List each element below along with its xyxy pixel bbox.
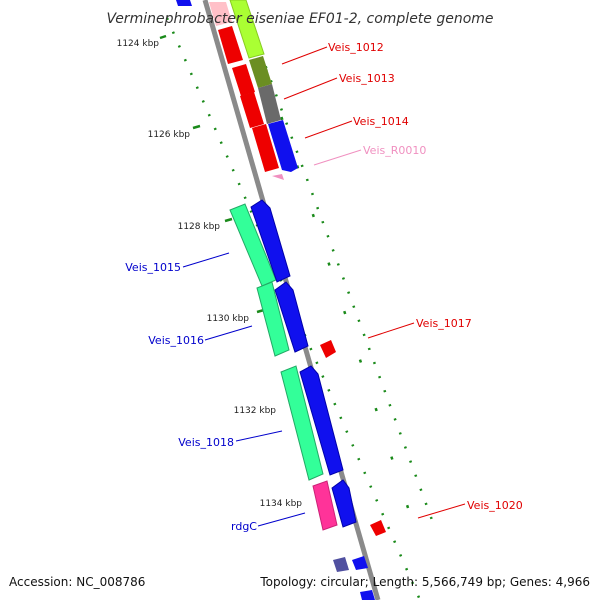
gene-seagreen-1016: [256, 281, 290, 357]
gene-label-veis-1017: Veis_1017: [416, 317, 472, 330]
scale-label-1128: 1128 kbp: [178, 222, 221, 232]
gene-blue: [176, 0, 192, 6]
gene-labels: Veis_1012 Veis_1013 Veis_1014 Veis_R0010…: [125, 41, 522, 533]
gene-label-veis-1012: Veis_1012: [328, 41, 384, 54]
sparse-tick-track: [248, 19, 422, 546]
major-tick: [224, 217, 233, 223]
outer-tick-track: [165, 17, 422, 600]
gene-olive: [249, 56, 272, 88]
scale-label-1126: 1126 kbp: [148, 130, 191, 140]
scale-labels: 1124 kbp 1126 kbp 1128 kbp 1130 kbp 1132…: [117, 39, 303, 509]
gene-label-veis-1018: Veis_1018: [178, 436, 234, 449]
gene-red-1020: [370, 520, 386, 536]
gene-blue: [268, 120, 298, 172]
map-title: Verminephrobacter eiseniae EF01-2, compl…: [106, 11, 493, 27]
scale-label-1134: 1134 kbp: [260, 499, 303, 509]
gene-blue: [360, 590, 375, 600]
gene-seagreen-1018: [280, 365, 324, 481]
scale-label-1124: 1124 kbp: [117, 39, 160, 49]
gene-label-rdgc: rdgC: [231, 520, 257, 533]
gene-red: [232, 64, 255, 96]
leader-veis-1012: [281, 46, 328, 65]
gene-red: [240, 92, 264, 128]
gene-pink-small: [272, 174, 284, 180]
inner-tick-track: [243, 9, 434, 521]
forward-strand-genes: [176, 0, 386, 600]
gene-red-1017: [320, 340, 336, 358]
leader-veis-1014: [304, 120, 353, 139]
leader-veis-1018: [235, 430, 283, 442]
gene-label-veis-r0010: Veis_R0010: [363, 144, 426, 157]
gene-label-veis-1015: Veis_1015: [125, 261, 181, 274]
genome-summary-text: Topology: circular; Length: 5,566,749 bp…: [259, 575, 590, 589]
gene-gray: [258, 84, 281, 124]
gene-red: [252, 124, 279, 172]
gene-blue: [331, 479, 357, 528]
leader-veis-1016: [204, 325, 253, 341]
leader-veis-1013: [283, 77, 338, 100]
major-tick: [159, 34, 167, 40]
leader-rdgc: [257, 512, 306, 527]
gene-lime: [229, 0, 265, 59]
leader-veis-r0010: [313, 149, 362, 166]
gene-pink-rdgc: [312, 480, 338, 531]
gene-blue-1015: [250, 199, 291, 283]
gene-lightpink: [209, 2, 232, 26]
gene-blue: [352, 556, 368, 570]
leader-veis-1015: [182, 252, 230, 268]
scale-label-1132: 1132 kbp: [234, 406, 277, 416]
label-leaders: [182, 46, 466, 527]
leader-veis-1017: [367, 322, 415, 339]
major-tick: [192, 124, 201, 130]
gene-label-veis-1016: Veis_1016: [148, 334, 204, 347]
gene-blue-1018: [299, 365, 344, 476]
reverse-strand-genes: [209, 2, 349, 572]
gene-red: [218, 26, 243, 64]
gene-label-veis-1013: Veis_1013: [339, 72, 395, 85]
accession-text: Accession: NC_008786: [9, 575, 145, 589]
gene-blue-1016: [274, 281, 309, 353]
gene-label-veis-1014: Veis_1014: [353, 115, 409, 128]
leader-veis-1020: [417, 503, 466, 519]
scale-label-1130: 1130 kbp: [207, 314, 250, 324]
gene-label-veis-1020: Veis_1020: [467, 499, 523, 512]
gene-purple: [333, 557, 349, 572]
